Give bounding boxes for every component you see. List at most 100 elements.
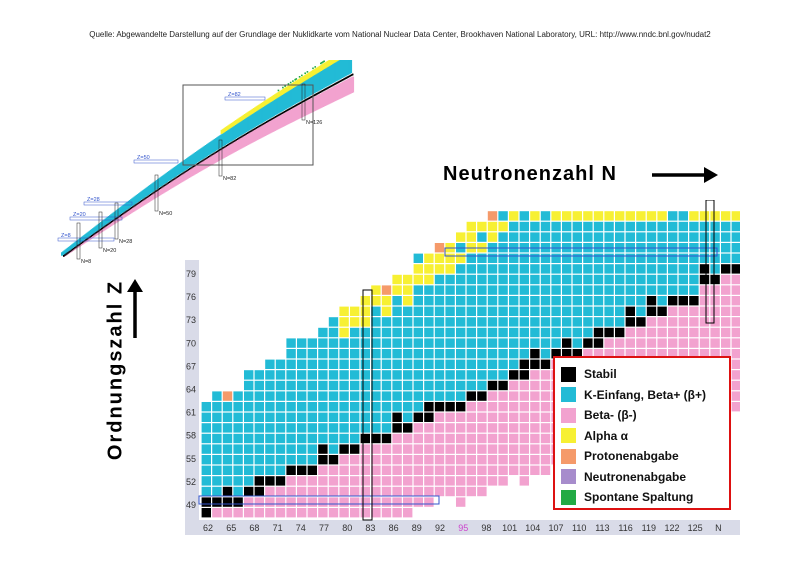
overview-beta-plus (115, 210, 118, 217)
overview-beta-minus (224, 146, 227, 157)
overview-stable (152, 192, 154, 195)
nuclide-cell (689, 232, 699, 242)
nuclide-cell (339, 476, 349, 486)
overview-stable (128, 208, 131, 211)
overview-beta-plus (208, 142, 211, 155)
nuclide-cell (509, 465, 519, 475)
nuclide-cell (381, 423, 392, 433)
overview-stable (67, 251, 70, 254)
overview-beta-minus (199, 162, 202, 172)
nuclide-cell (328, 444, 339, 454)
overview-alpha (266, 99, 269, 105)
nuclide-cell (540, 338, 551, 348)
nuclide-cell (318, 327, 328, 338)
overview-stable (281, 112, 284, 115)
magic-number-boxes (198, 200, 718, 521)
nuclide-cell (275, 412, 286, 422)
nuclide-cell (540, 444, 551, 454)
overview-beta-plus (161, 175, 164, 186)
nuclide-cell (530, 232, 540, 242)
overview-alpha (257, 105, 260, 110)
nuclide-cell (593, 253, 604, 263)
nuclide-cell (477, 317, 487, 327)
nuclide-cell (392, 497, 402, 507)
nuclide-cell (286, 338, 296, 348)
overview-beta-minus (277, 116, 280, 130)
nuclide-cell (668, 253, 678, 263)
nuclide-cell (466, 338, 476, 348)
overview-beta-minus (282, 113, 285, 127)
overview-beta-plus (66, 247, 69, 252)
nuclide-cell (328, 476, 339, 486)
overview-alpha (271, 95, 275, 101)
overview-beta-minus (122, 212, 125, 219)
nuclide-cell (551, 221, 561, 232)
nuclide-cell (403, 465, 413, 475)
nuclide-cell (275, 423, 286, 433)
nuclide-cell (657, 327, 667, 338)
legend-item-beta-plus: K-Einfang, Beta+ (β+) (561, 385, 723, 406)
nuclide-cell (466, 444, 476, 454)
overview-stable (163, 184, 165, 187)
overview-beta-minus (113, 219, 116, 225)
nuclide-cell (413, 412, 423, 422)
overview-beta-plus (294, 86, 297, 104)
overview-stable (291, 106, 294, 109)
nuclide-cell (657, 221, 667, 232)
overview-alpha (280, 89, 284, 95)
nuclide-cell (403, 285, 413, 295)
nuclide-cell (498, 349, 508, 359)
overview-alpha (269, 97, 272, 102)
nuclide-cell (244, 423, 254, 433)
overview-alpha (333, 60, 336, 63)
overview-beta-plus (337, 60, 340, 80)
nuclide-cell (307, 380, 317, 391)
overview-beta-minus (289, 109, 292, 123)
nuclide-cell (456, 444, 466, 454)
nuclide-cell (318, 465, 328, 475)
nuclide-cell (307, 349, 317, 359)
overview-beta-plus (102, 220, 105, 227)
overview-stable (100, 228, 103, 230)
overview-stable (104, 225, 106, 228)
overview-beta-minus (338, 83, 341, 99)
overview-beta-minus (106, 223, 109, 229)
nuclide-cell (222, 508, 233, 518)
nuclide-cell (466, 359, 476, 369)
nuclide-cell (509, 306, 519, 316)
overview-beta-plus (164, 173, 167, 184)
overview-stable (284, 110, 287, 113)
nuclide-cell (562, 338, 572, 348)
nuclide-cell (350, 444, 360, 454)
overview-beta-plus (209, 141, 212, 155)
overview-beta-minus (278, 116, 281, 129)
overview-beta-plus (103, 219, 106, 226)
nuclide-cell (445, 264, 455, 274)
legend-item-beta-minus: Beta- (β-) (561, 405, 723, 426)
nuclide-cell (509, 274, 519, 285)
overview-alpha (314, 68, 317, 75)
nuclide-cell (466, 264, 476, 274)
nuclide-cell (424, 327, 434, 338)
overview-beta-plus (187, 157, 190, 169)
overview-stable (118, 215, 121, 218)
nuclide-cell (371, 296, 381, 306)
overview-beta-minus (284, 112, 288, 126)
overview-alpha (299, 77, 303, 84)
nuclide-cell (583, 317, 593, 327)
nuclide-cell (318, 497, 328, 507)
nuclide-cell (498, 285, 508, 295)
nuclide-cell (328, 391, 339, 401)
nuclide-cell (371, 508, 381, 518)
nuclide-cell (297, 486, 307, 497)
nuclide-cell (360, 296, 370, 306)
x-tick-label: 98 (481, 523, 491, 533)
nuclide-cell (593, 306, 604, 316)
overview-alpha (268, 97, 271, 103)
nuclide-cell (477, 274, 487, 285)
overview-beta-minus (139, 200, 143, 208)
overview-stable (245, 132, 248, 135)
nuclide-cell (540, 296, 551, 306)
nuclide-cell (360, 412, 370, 422)
nuclide-cell (466, 306, 476, 316)
